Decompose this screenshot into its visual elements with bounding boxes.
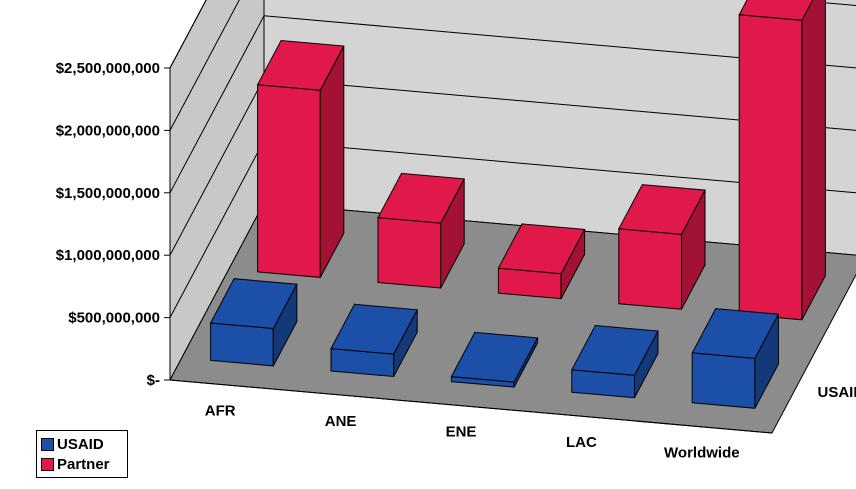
bar-partner-ene [497, 223, 586, 300]
x-tick-label: ENE [446, 424, 477, 441]
legend-label-partner: Partner [57, 455, 110, 473]
x-tick-label: LAC [566, 434, 597, 451]
x-tick-label: AFR [205, 402, 236, 419]
bar-partner-ane [377, 172, 465, 289]
y-tick-label: $2,000,000,000 [56, 122, 160, 139]
bar-front-face [691, 352, 756, 409]
bar-top-face [450, 331, 539, 383]
bar-partner-worldwide [738, 0, 826, 321]
y-tick-label: $500,000,000 [68, 310, 160, 327]
bar-usaid-ene [450, 331, 539, 388]
x-tick-label: ANE [325, 413, 357, 430]
bar-partner-afr [256, 39, 345, 278]
bar-usaid-lac [571, 324, 659, 399]
bar-front-face [618, 228, 682, 310]
bar-top-face [618, 184, 706, 235]
bar-front-face [210, 322, 274, 367]
gridline [169, 0, 856, 131]
bar-usaid-worldwide [691, 308, 780, 409]
partner-bars [256, 0, 826, 321]
bar-usaid-ane [330, 303, 418, 378]
bar-top-face [377, 172, 465, 224]
y-tick-label: $- [147, 372, 160, 389]
bar-front-face [257, 84, 321, 278]
gridline [169, 0, 207, 69]
x-tick-label: Worldwide [664, 445, 740, 462]
gridline [169, 15, 856, 194]
legend-item-usaid: USAID [41, 434, 123, 454]
legend-label-usaid: USAID [57, 435, 104, 453]
y-tick-label: $2,500,000,000 [56, 60, 160, 77]
bar-top-face [691, 308, 780, 359]
bar-top-face [330, 303, 418, 355]
bar-top-face [738, 0, 814, 21]
bar-top-face [209, 278, 298, 330]
x-axis-line [169, 379, 773, 434]
x-axis: AFR ANE ENE LAC Worldwide [169, 379, 773, 462]
legend: USAID Partner [36, 430, 128, 478]
bar-side-face [801, 0, 826, 321]
usaid-bars [209, 278, 780, 409]
legend-item-partner: Partner [41, 454, 123, 474]
depth-label-usaid: USAID [818, 384, 856, 401]
bar-top-face [256, 39, 345, 91]
y-tick-label: $1,500,000,000 [56, 185, 160, 202]
legend-swatch-partner [41, 457, 54, 471]
legend-swatch-usaid [41, 437, 54, 451]
y-axis: $- $500,000,000 $1,000,000,000 $1,500,000,0… [56, 60, 170, 389]
bar-front-face [377, 217, 442, 289]
y-tick-label: $1,000,000,000 [56, 247, 160, 264]
bar-top-face [497, 223, 586, 275]
bar-top-face [571, 324, 659, 376]
bar-front-face [738, 14, 803, 321]
bar-usaid-afr [209, 278, 298, 367]
bar-partner-lac [618, 184, 706, 310]
